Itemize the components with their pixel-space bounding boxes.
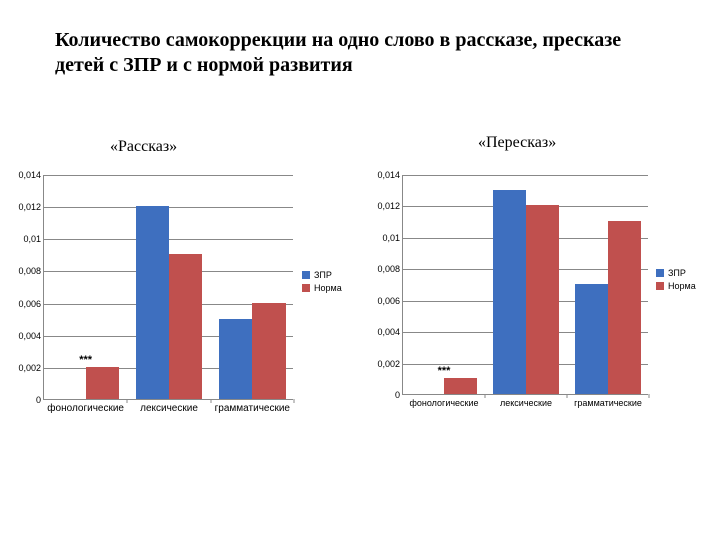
- bar: [86, 367, 119, 399]
- grid-line: [44, 175, 293, 176]
- legend-item: Норма: [302, 283, 342, 293]
- legend-item: ЗПР: [302, 270, 342, 280]
- x-tick-label: лексические: [500, 394, 552, 408]
- x-tick-label: фонологические: [409, 394, 478, 408]
- y-tick-label: 0,004: [18, 331, 44, 341]
- chart-left: 00,0020,0040,0060,0080,010,0120,014фонол…: [43, 175, 293, 400]
- y-tick-label: 0: [36, 395, 44, 405]
- page: Количество самокоррекции на одно слово в…: [0, 0, 720, 540]
- x-tick-label: грамматические: [215, 399, 290, 414]
- legend-swatch: [302, 271, 310, 279]
- legend-left: ЗПР Норма: [302, 270, 342, 293]
- bar: [136, 206, 169, 399]
- y-tick-label: 0: [395, 390, 403, 400]
- legend-swatch: [656, 269, 664, 277]
- bar: [219, 319, 252, 399]
- x-tick-mark: [567, 394, 568, 398]
- bar: [575, 284, 608, 394]
- x-tick-mark: [294, 399, 295, 403]
- subtitle-right: «Пересказ»: [478, 134, 556, 152]
- subtitle-left: «Рассказ»: [110, 138, 177, 156]
- y-tick-label: 0,004: [377, 327, 403, 337]
- legend-right: ЗПР Норма: [656, 268, 696, 291]
- y-tick-label: 0,002: [18, 363, 44, 373]
- chart-left-wrap: 00,0020,0040,0060,0080,010,0120,014фонол…: [43, 175, 293, 400]
- legend-label: Норма: [668, 281, 696, 291]
- x-tick-label: фонологические: [47, 399, 124, 414]
- bar: [252, 303, 285, 399]
- y-tick-label: 0,012: [377, 201, 403, 211]
- y-tick-label: 0,01: [23, 234, 44, 244]
- significance-label: ***: [79, 354, 92, 366]
- y-tick-label: 0,014: [377, 170, 403, 180]
- legend-swatch: [302, 284, 310, 292]
- y-tick-label: 0,006: [377, 296, 403, 306]
- bar: [169, 254, 202, 399]
- bar: [608, 221, 641, 394]
- bar: [493, 190, 526, 394]
- chart-right-wrap: 00,0020,0040,0060,0080,010,0120,014фонол…: [402, 175, 648, 395]
- bar: [526, 205, 559, 394]
- x-tick-label: грамматические: [574, 394, 642, 408]
- y-tick-label: 0,002: [377, 359, 403, 369]
- y-tick-label: 0,012: [18, 202, 44, 212]
- chart-right: 00,0020,0040,0060,0080,010,0120,014фонол…: [402, 175, 648, 395]
- x-tick-mark: [210, 399, 211, 403]
- bar: [444, 378, 477, 394]
- legend-item: Норма: [656, 281, 696, 291]
- x-tick-mark: [127, 399, 128, 403]
- significance-label: ***: [438, 365, 451, 377]
- legend-label: ЗПР: [668, 268, 686, 278]
- y-tick-label: 0,014: [18, 170, 44, 180]
- legend-item: ЗПР: [656, 268, 696, 278]
- x-tick-mark: [649, 394, 650, 398]
- x-tick-label: лексические: [140, 399, 198, 414]
- y-tick-label: 0,008: [18, 266, 44, 276]
- y-tick-label: 0,01: [382, 233, 403, 243]
- y-tick-label: 0,006: [18, 299, 44, 309]
- page-title: Количество самокоррекции на одно слово в…: [55, 28, 645, 78]
- grid-line: [403, 175, 648, 176]
- legend-label: ЗПР: [314, 270, 332, 280]
- legend-swatch: [656, 282, 664, 290]
- x-tick-mark: [485, 394, 486, 398]
- y-tick-label: 0,008: [377, 264, 403, 274]
- legend-label: Норма: [314, 283, 342, 293]
